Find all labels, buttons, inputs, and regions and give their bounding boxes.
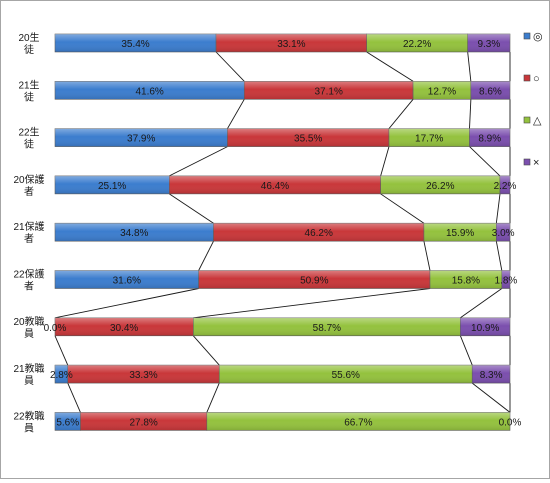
data-label-20教職員-○: 30.4%: [110, 323, 138, 334]
category-label: 20教職員: [13, 315, 44, 340]
series-line: [460, 288, 503, 319]
data-label-20保護者-○: 46.4%: [261, 181, 289, 192]
data-label-21教職員-○: 33.3%: [129, 370, 157, 381]
category-label: 21生徒: [18, 78, 39, 103]
series-line: [495, 193, 501, 224]
data-label-20生徒-×: 9.3%: [477, 39, 500, 50]
data-label-22教職員-◎: 5.6%: [56, 417, 79, 428]
series-line: [366, 51, 414, 82]
data-label-20教職員-△: 58.7%: [313, 323, 341, 334]
series-line: [192, 335, 220, 366]
series-line: [227, 99, 245, 129]
data-label-22教職員-○: 27.8%: [129, 417, 157, 428]
data-label-21教職員-△: 55.6%: [332, 370, 360, 381]
data-label-21生徒-○: 37.1%: [315, 86, 343, 97]
series-line: [380, 193, 425, 224]
value-labels: 35.4% 33.1% 22.2% 9.3% 41.6% 37.1% 12.7% 8.6% 37…: [44, 39, 522, 428]
legend-label: △: [533, 115, 542, 127]
category-label: 21教職員: [13, 362, 44, 387]
data-label-21生徒-×: 8.6%: [479, 86, 502, 97]
legend-label: ○: [533, 73, 540, 85]
legend-label: ◎: [533, 31, 543, 43]
series-line: [380, 146, 390, 177]
data-label-22生徒-◎: 37.9%: [127, 134, 155, 145]
data-label-21保護者-×: 3.0%: [492, 228, 515, 239]
category-label: 20保護者: [13, 173, 44, 198]
data-label-22生徒-×: 8.9%: [478, 134, 501, 145]
series-line: [54, 288, 199, 319]
legend-label: ×: [533, 157, 539, 169]
category-label: 21保護者: [13, 220, 44, 245]
data-label-21教職員-◎: 2.8%: [50, 370, 73, 381]
series-line: [459, 335, 473, 366]
series-line: [469, 99, 472, 129]
data-label-22生徒-△: 17.7%: [415, 134, 443, 145]
category-label: 22教職員: [13, 409, 44, 434]
data-label-20教職員-◎: 0.0%: [44, 323, 67, 334]
data-label-21教職員-×: 8.3%: [480, 370, 503, 381]
category-label: 20生徒: [18, 31, 39, 56]
legend-swatch: [523, 116, 531, 124]
data-label-21保護者-◎: 34.8%: [120, 228, 148, 239]
legend-swatch: [523, 158, 531, 166]
category-labels: 20生徒 21生徒 22生徒 20保護者 21保護者 22保護者 20教職員 21教職員 22教…: [13, 31, 44, 434]
data-label-20生徒-◎: 35.4%: [121, 39, 149, 50]
series-line: [423, 241, 431, 271]
series-line: [467, 51, 472, 82]
legend-swatch: [523, 74, 531, 82]
series-line: [169, 146, 228, 177]
category-label: 22生徒: [18, 126, 39, 151]
data-label-22生徒-○: 35.5%: [294, 134, 322, 145]
series-lines: [54, 51, 511, 413]
data-label-21保護者-○: 46.2%: [305, 228, 333, 239]
series-line: [193, 288, 431, 319]
series-line: [198, 240, 214, 271]
data-label-22保護者-○: 50.9%: [300, 276, 328, 287]
category-label: 22保護者: [13, 268, 44, 293]
data-label-20保護者-×: 2.2%: [494, 181, 517, 192]
series-line: [215, 51, 245, 82]
data-label-22教職員-×: 0.0%: [499, 417, 522, 428]
legend: ◎ ○ △ ×: [523, 31, 543, 169]
series-line: [495, 241, 503, 271]
data-label-22保護者-◎: 31.6%: [113, 276, 141, 287]
data-label-21生徒-◎: 41.6%: [135, 86, 163, 97]
data-label-20教職員-×: 10.9%: [471, 323, 499, 334]
data-label-20生徒-○: 33.1%: [277, 39, 305, 50]
data-label-22教職員-△: 66.7%: [344, 417, 372, 428]
data-label-20保護者-◎: 25.1%: [98, 181, 126, 192]
series-line: [169, 193, 214, 224]
data-label-22保護者-×: 1.8%: [495, 276, 518, 287]
series-line: [54, 335, 69, 366]
data-label-21生徒-△: 12.7%: [428, 86, 456, 97]
data-label-20生徒-△: 22.2%: [403, 39, 431, 50]
series-line: [469, 146, 501, 177]
data-label-22保護者-△: 15.8%: [452, 276, 480, 287]
series-line: [67, 382, 81, 413]
legend-swatch: [523, 32, 531, 40]
series-line: [388, 99, 414, 129]
series-line: [471, 382, 511, 413]
data-label-20保護者-△: 26.2%: [426, 181, 454, 192]
series-line: [206, 382, 220, 413]
data-label-21保護者-△: 15.9%: [446, 228, 474, 239]
